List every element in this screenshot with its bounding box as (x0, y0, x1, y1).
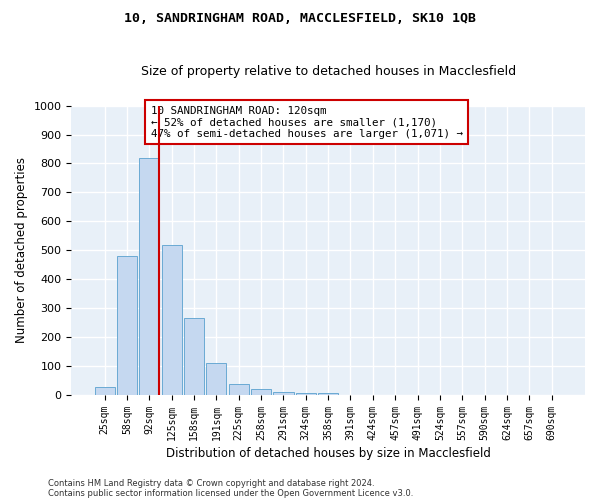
Bar (274, 392, 293, 395)
Text: 10 SANDRINGHAM ROAD: 120sqm
← 52% of detached houses are smaller (1,170)
47% of : 10 SANDRINGHAM ROAD: 120sqm ← 52% of det… (151, 106, 463, 139)
X-axis label: Distribution of detached houses by size in Macclesfield: Distribution of detached houses by size … (166, 447, 491, 460)
Bar (139, 158, 160, 395)
Bar (206, 363, 226, 395)
Bar (161, 244, 182, 395)
Bar (229, 384, 249, 395)
Bar (251, 388, 271, 395)
Bar (95, 387, 115, 395)
Bar (117, 256, 137, 395)
Text: Contains public sector information licensed under the Open Government Licence v3: Contains public sector information licen… (48, 488, 413, 498)
Bar (318, 393, 338, 395)
Title: Size of property relative to detached houses in Macclesfield: Size of property relative to detached ho… (140, 65, 516, 78)
Text: Contains HM Land Registry data © Crown copyright and database right 2024.: Contains HM Land Registry data © Crown c… (48, 478, 374, 488)
Bar (184, 318, 204, 395)
Bar (296, 393, 316, 395)
Y-axis label: Number of detached properties: Number of detached properties (15, 158, 28, 344)
Text: 10, SANDRINGHAM ROAD, MACCLESFIELD, SK10 1QB: 10, SANDRINGHAM ROAD, MACCLESFIELD, SK10… (124, 12, 476, 26)
